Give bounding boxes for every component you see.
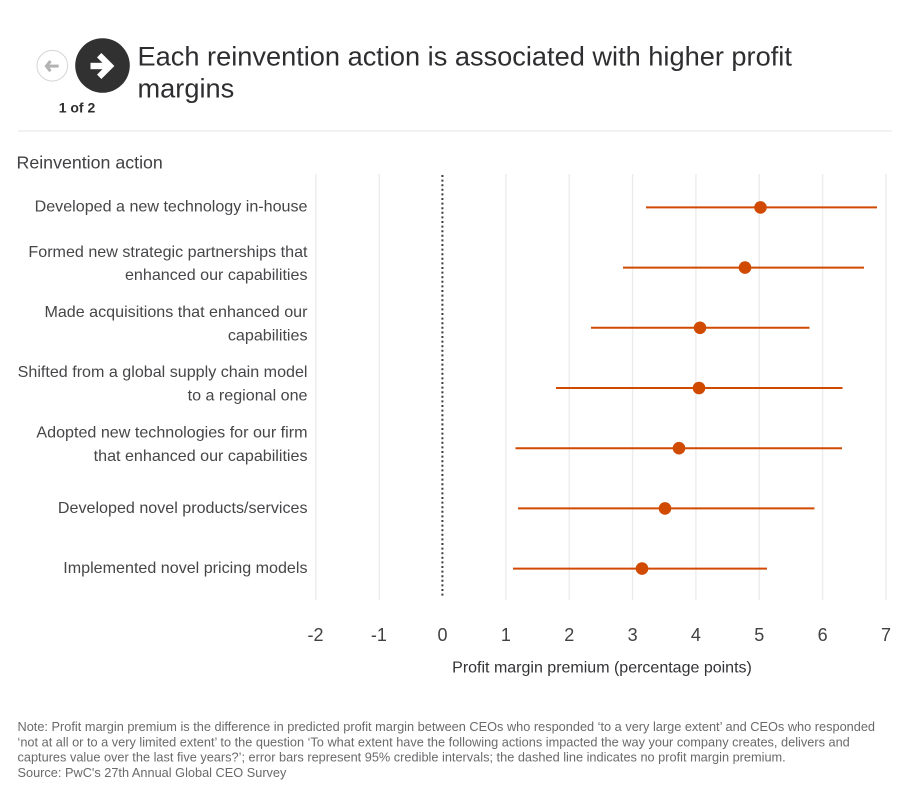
svg-text:6: 6 <box>818 625 828 645</box>
svg-text:Shifted from a global supply c: Shifted from a global supply chain model <box>18 363 308 381</box>
svg-text:captures value over the last f: captures value over the last five years?… <box>18 750 786 765</box>
svg-text:capabilities: capabilities <box>228 326 308 344</box>
svg-text:Made acquisitions that enhance: Made acquisitions that enhanced our <box>44 303 308 321</box>
svg-text:Reinvention action: Reinvention action <box>17 153 163 173</box>
svg-text:3: 3 <box>628 625 638 645</box>
svg-text:Developed a new technology in-: Developed a new technology in-house <box>35 197 308 215</box>
svg-text:1: 1 <box>501 625 511 645</box>
svg-text:-1: -1 <box>371 625 387 645</box>
svg-text:enhanced our capabilities: enhanced our capabilities <box>125 266 308 284</box>
svg-text:5: 5 <box>754 625 764 645</box>
svg-text:Implemented novel pricing mode: Implemented novel pricing models <box>63 559 307 577</box>
svg-text:Source: PwC's 27th Annual Glob: Source: PwC's 27th Annual Global CEO Sur… <box>18 765 288 780</box>
svg-text:Note: Profit margin premium is: Note: Profit margin premium is the diffe… <box>18 719 876 734</box>
svg-text:0: 0 <box>437 625 447 645</box>
svg-text:4: 4 <box>691 625 701 645</box>
svg-text:Each reinvention action is ass: Each reinvention action is associated wi… <box>138 41 793 72</box>
svg-text:Developed novel products/servi: Developed novel products/services <box>58 499 308 517</box>
svg-text:2: 2 <box>564 625 574 645</box>
svg-text:1 of 2: 1 of 2 <box>59 100 96 116</box>
svg-text:Formed new strategic partnersh: Formed new strategic partnerships that <box>28 243 308 261</box>
svg-text:-2: -2 <box>307 625 323 645</box>
svg-text:Profit margin premium (percent: Profit margin premium (percentage points… <box>452 660 752 677</box>
svg-text:to a regional one: to a regional one <box>188 387 308 405</box>
svg-text:margins: margins <box>138 73 235 104</box>
svg-text:‘not at all or to a very limit: ‘not at all or to a very limited extent’… <box>18 734 850 749</box>
svg-text:that enhanced our capabilities: that enhanced our capabilities <box>94 447 308 465</box>
svg-text:Adopted new technologies for o: Adopted new technologies for our firm <box>36 423 307 441</box>
svg-text:7: 7 <box>881 625 891 645</box>
